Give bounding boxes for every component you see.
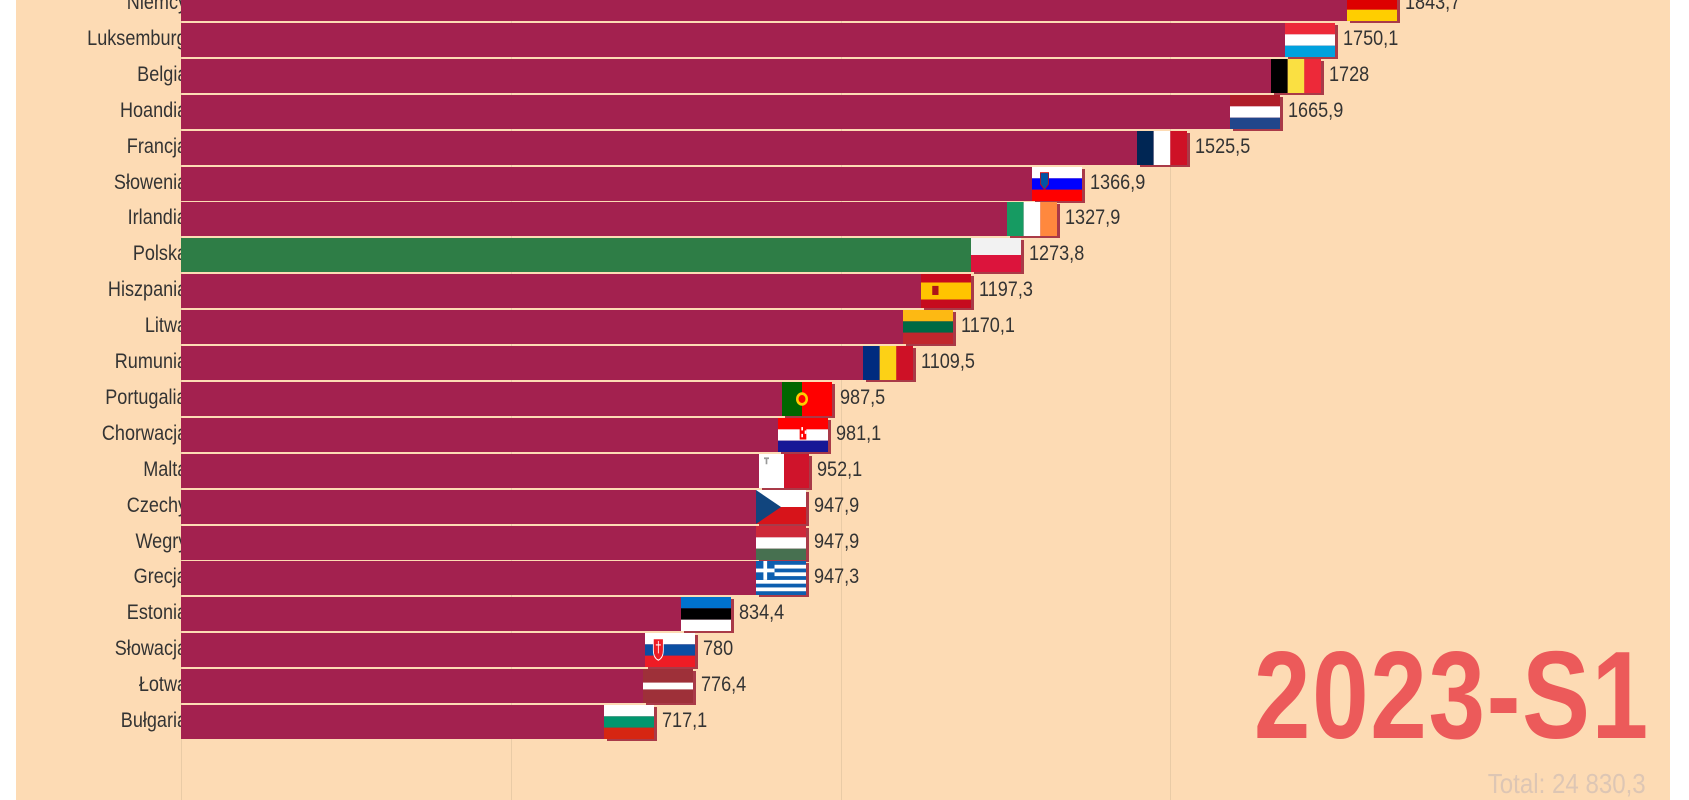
bar [181,202,1057,237]
spain-flag-icon [920,274,971,309]
value-label: 1728 [1328,62,1369,86]
category-label: Grecja [133,565,187,589]
bar [181,274,971,309]
value-label: 947,9 [814,529,860,553]
bar [181,166,1083,201]
category-label: Litwa [144,314,187,338]
bar [181,453,809,488]
value-label: 717,1 [661,709,708,732]
slovenia-flag-icon [1032,166,1083,201]
category-label: Słowacja [114,637,187,661]
value-label: 1170,1 [960,314,1015,338]
germany-flag-icon [1346,0,1397,21]
croatia-flag-icon [778,417,829,452]
bar [181,705,654,739]
bar [181,94,1280,129]
belgium-flag-icon [1270,58,1321,93]
value-label: 1525,5 [1195,134,1251,158]
value-label: 1197,3 [978,278,1033,302]
category-label: Łotwa [138,673,187,697]
bulgaria-flag-icon [603,705,654,739]
value-label: 1665,9 [1287,98,1343,122]
gridline [1170,0,1172,800]
period-label: 2023-S1 [1254,627,1650,765]
bar [181,381,833,416]
bar [181,346,913,380]
value-label: 952,1 [816,457,863,481]
bar [181,669,694,704]
bar [181,310,953,345]
bar [181,489,807,524]
total-label: Total: 24 830,3 [1488,768,1646,799]
lithuania-flag-icon [902,310,953,345]
romania-flag-icon [862,346,913,380]
category-label: Francja [126,134,187,158]
value-label: 947,3 [813,565,859,589]
category-label: Czechy [126,493,187,517]
category-label: Malta [142,457,187,481]
value-label: 987,5 [840,385,886,409]
estonia-flag-icon [681,597,732,632]
greece-flag-icon [755,561,806,596]
latvia-flag-icon [643,669,694,704]
luxembourg-flag-icon [1285,22,1336,57]
bar [181,130,1188,165]
value-label: 1750,1 [1343,26,1399,50]
value-label: 1366,9 [1090,170,1146,194]
category-label: Estonia [126,601,187,625]
category-label: Hoandia [119,98,187,122]
gridline [840,0,842,800]
value-label: 780 [703,637,734,661]
netherlands-flag-icon [1229,94,1280,129]
bar [181,238,1022,273]
value-label: 776,4 [701,673,747,697]
category-label: Belgia [136,62,187,86]
value-label: 1109,5 [920,350,975,373]
category-label: Polska [132,242,187,266]
category-label: Bułgaria [120,709,187,732]
bar [181,58,1321,93]
category-label: Irlandia [127,206,187,230]
bar [181,525,807,560]
value-label: 947,9 [814,493,860,517]
bar [181,417,829,452]
value-label: 834,4 [739,601,785,625]
category-label: Słowenia [113,170,187,194]
value-label: 1273,8 [1029,242,1085,266]
category-label: Wegry [135,529,187,553]
france-flag-icon [1137,130,1188,165]
chart-canvas: Niemcy 1843,7 Luksemburg 1750,1 Belgia 1728 Ho… [16,0,1670,800]
category-label: Portugalia [105,385,187,409]
bar [181,561,806,596]
malta-flag-icon [758,453,809,488]
bar [181,0,1397,21]
category-label: Luksemburg [87,26,187,50]
czechia-flag-icon [756,489,807,524]
ireland-flag-icon [1006,202,1057,237]
slovakia-flag-icon [645,633,696,668]
portugal-flag-icon [782,381,833,416]
category-label: Rumunia [114,350,187,373]
poland-flag-icon [971,238,1022,273]
bar [181,633,696,668]
bar [181,597,732,632]
value-label: 1843,7 [1404,0,1461,14]
category-label: Chorwacja [101,421,187,445]
category-label: Hiszpania [107,278,187,302]
bar [181,22,1336,57]
hungary-flag-icon [756,525,807,560]
category-label: Niemcy [126,0,187,14]
value-label: 981,1 [836,421,882,445]
value-label: 1327,9 [1064,206,1120,230]
